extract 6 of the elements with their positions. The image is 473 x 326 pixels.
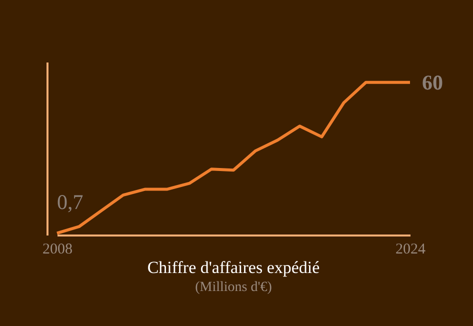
x-tick-label: 2008 [42, 242, 72, 258]
x-tick-label: 2024 [396, 242, 426, 258]
data-label: 60 [422, 70, 443, 94]
data-label: 0,7 [57, 190, 84, 214]
text: (Millions d'€) [195, 280, 272, 295]
text: Chiffre d'affaires expédié [147, 258, 320, 277]
